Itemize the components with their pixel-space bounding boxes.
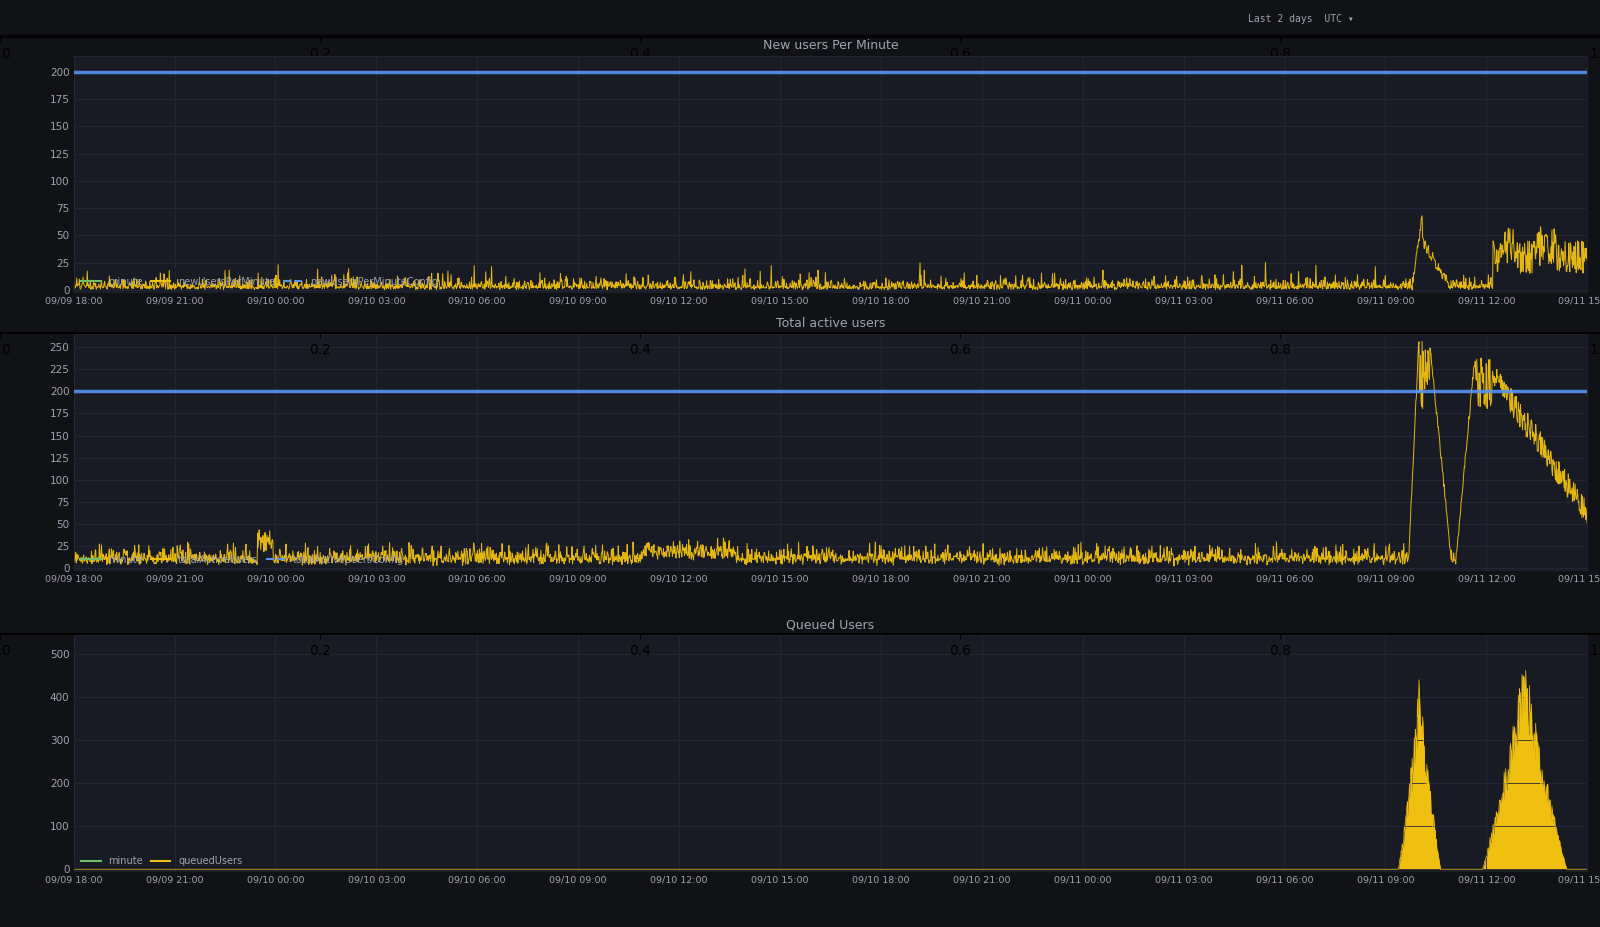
Legend: minute, newUsersPerMinute, newUsersPerMinuteConfig: minute, newUsersPerMinute, newUsersPerMi… [78,273,442,289]
Title: New users Per Minute: New users Per Minute [763,39,898,52]
Legend: minute, totalActiveUsers, totalActiveUsersConfig: minute, totalActiveUsers, totalActiveUse… [78,552,408,567]
Title: Queued Users: Queued Users [786,618,875,631]
Legend: minute, queuedUsers: minute, queuedUsers [78,853,245,869]
Title: Total active users: Total active users [776,317,885,330]
Text: Last 2 days  UTC ▾: Last 2 days UTC ▾ [1248,14,1354,24]
